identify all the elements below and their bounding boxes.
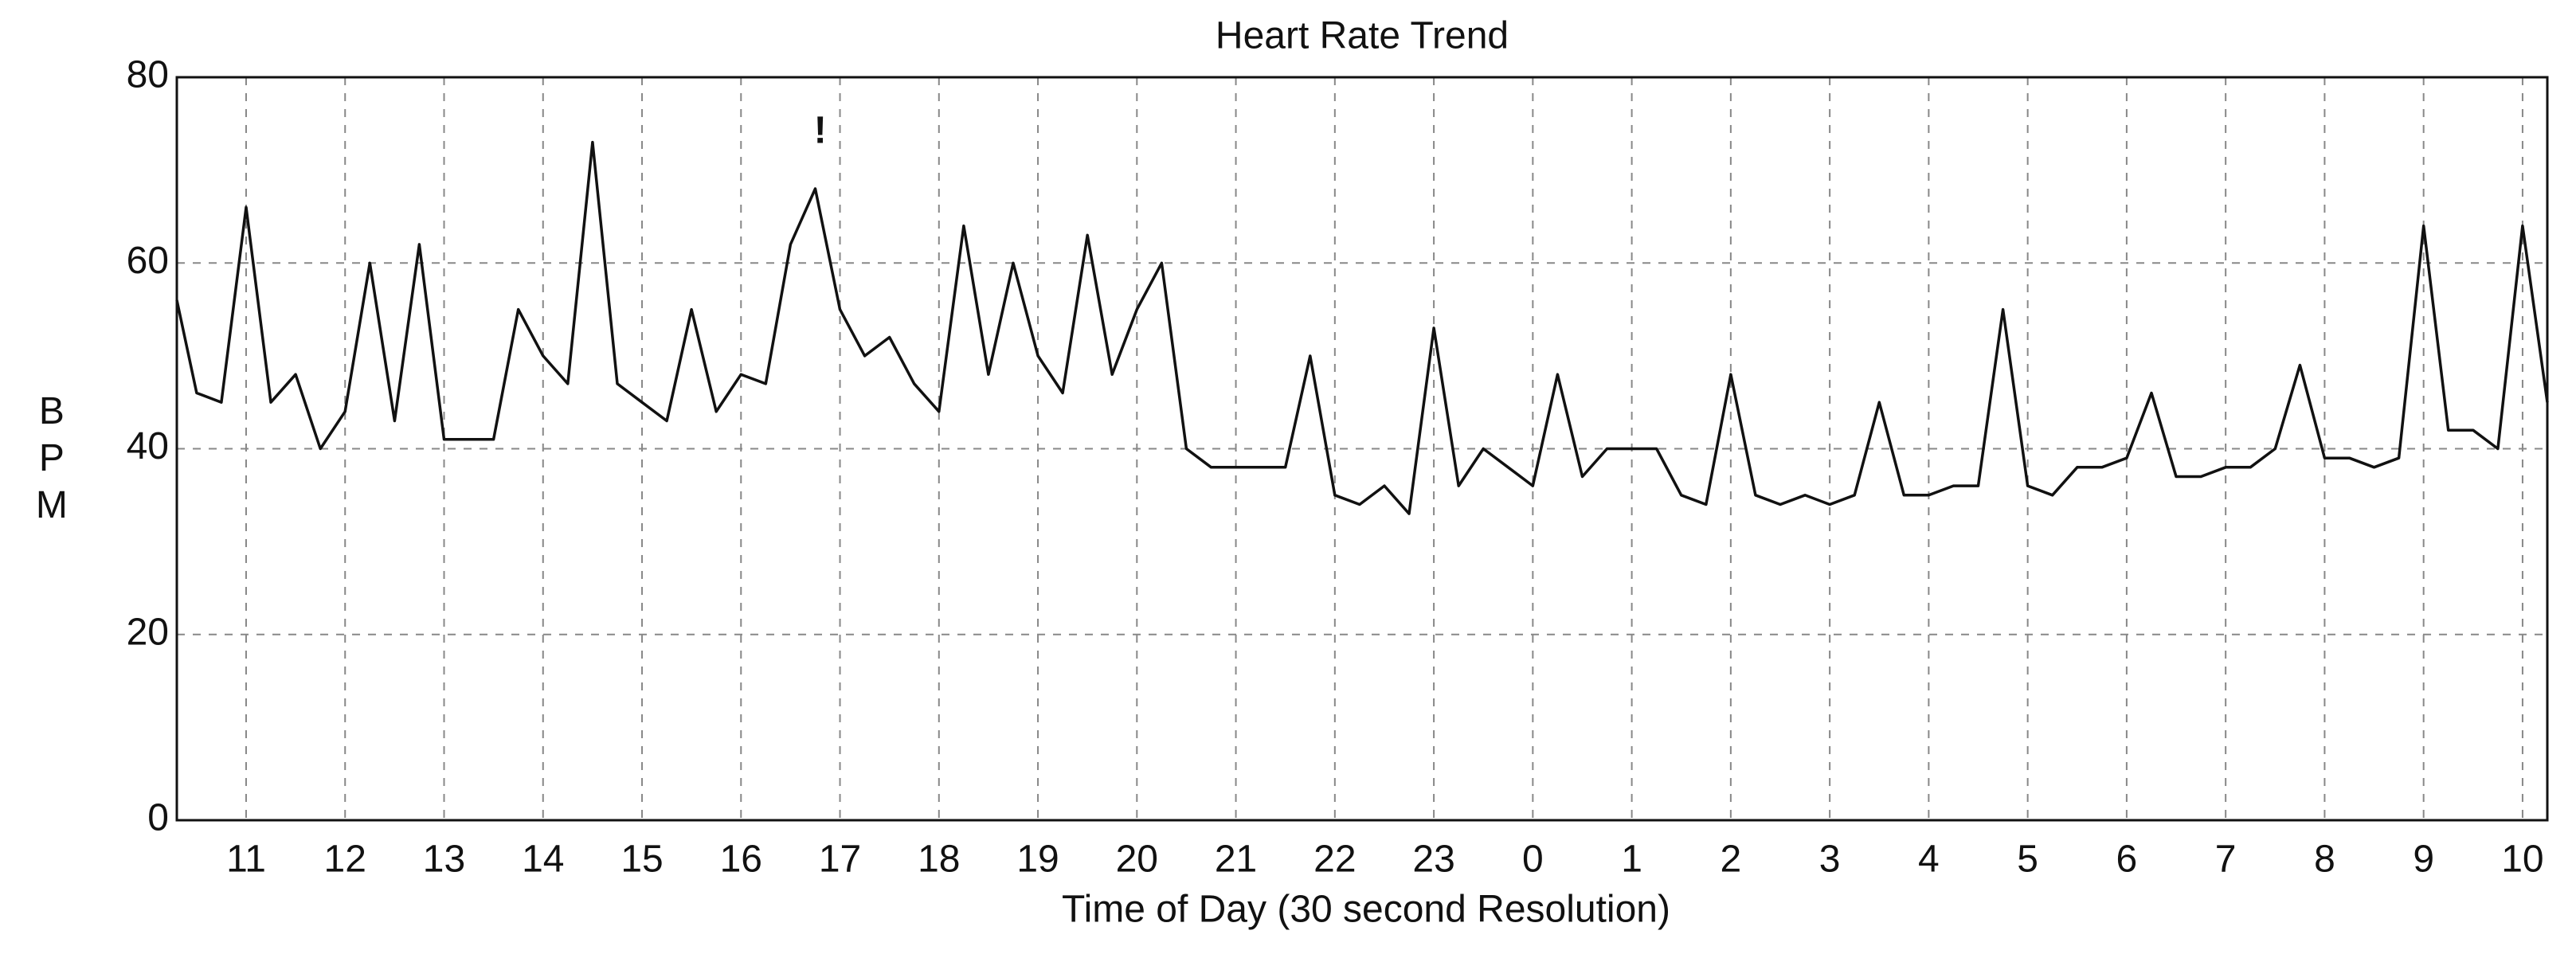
- x-tick-label: 9: [2413, 839, 2434, 881]
- x-tick-label: 0: [1522, 839, 1544, 881]
- y-tick-label: 40: [127, 425, 169, 467]
- x-tick-label: 14: [522, 839, 564, 881]
- x-tick-label: 12: [324, 839, 366, 881]
- x-tick-label: 13: [423, 839, 465, 881]
- x-axis-label: Time of Day (30 second Resolution): [1062, 889, 1670, 931]
- x-tick-label: 10: [2501, 839, 2543, 881]
- x-tick-label: 17: [819, 839, 861, 881]
- y-axis-label: BPM: [30, 390, 72, 531]
- x-tick-label: 2: [1721, 839, 1742, 881]
- y-tick-label: 80: [127, 54, 169, 96]
- annotation: !: [814, 110, 827, 152]
- y-tick-label: 0: [147, 797, 169, 839]
- x-tick-label: 1: [1621, 839, 1642, 881]
- x-tick-label: 7: [2215, 839, 2237, 881]
- x-tick-label: 20: [1116, 839, 1158, 881]
- x-tick-label: 3: [1819, 839, 1841, 881]
- x-tick-label: 21: [1215, 839, 1257, 881]
- line-series: [175, 140, 2549, 515]
- x-tick-label: 8: [2314, 839, 2335, 881]
- y-tick-label: 60: [127, 240, 169, 282]
- x-tick-label: 4: [1918, 839, 1940, 881]
- x-tick-label: 5: [2017, 839, 2038, 881]
- plot-border: [175, 76, 2549, 822]
- x-tick-label: 15: [621, 839, 663, 881]
- x-tick-label: 18: [918, 839, 960, 881]
- x-tick-label: 6: [2116, 839, 2138, 881]
- y-tick-label: 20: [127, 611, 169, 653]
- x-tick-label: 19: [1016, 839, 1059, 881]
- x-tick-label: 16: [720, 839, 762, 881]
- x-tick-label: 22: [1313, 839, 1356, 881]
- chart-title: Heart Rate Trend: [1216, 15, 1509, 57]
- x-tick-label: 23: [1412, 839, 1454, 881]
- x-tick-label: 11: [226, 839, 266, 881]
